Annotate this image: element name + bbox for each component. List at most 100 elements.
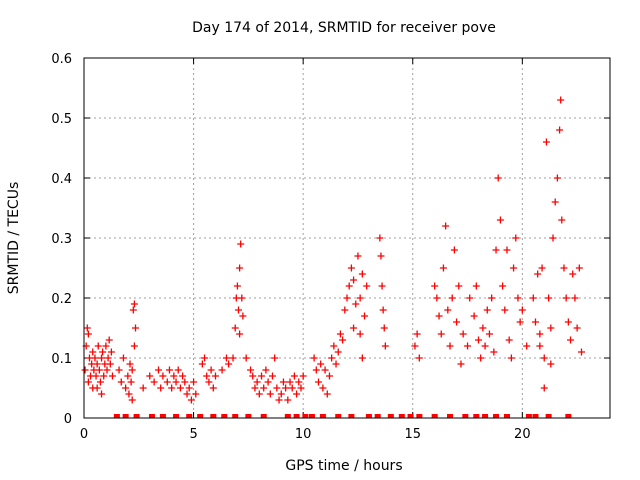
data-point xyxy=(179,372,187,380)
grid-lines xyxy=(84,58,610,418)
zero-point xyxy=(365,414,372,418)
data-point xyxy=(107,348,115,356)
data-point xyxy=(117,378,125,386)
data-point xyxy=(129,306,137,314)
data-point xyxy=(122,384,130,392)
data-point xyxy=(170,372,178,380)
data-point xyxy=(132,324,140,332)
data-point xyxy=(96,378,104,386)
data-point xyxy=(378,282,386,290)
data-point xyxy=(562,294,570,302)
data-point xyxy=(540,354,548,362)
data-point xyxy=(564,318,572,326)
data-point xyxy=(185,384,193,392)
data-point xyxy=(545,294,553,302)
zero-point xyxy=(302,414,309,418)
data-point xyxy=(279,378,287,386)
data-point xyxy=(275,396,283,404)
zero-point xyxy=(462,414,469,418)
data-point xyxy=(163,378,171,386)
data-point xyxy=(236,264,244,272)
data-point xyxy=(575,264,583,272)
zero-point xyxy=(565,414,572,418)
data-point xyxy=(332,360,340,368)
data-point xyxy=(411,342,419,350)
zero-point xyxy=(493,414,500,418)
zero-point xyxy=(416,414,423,418)
data-point xyxy=(556,126,564,134)
plot-frame xyxy=(83,57,611,419)
data-point xyxy=(437,330,445,338)
data-point xyxy=(350,276,358,284)
zero-point xyxy=(245,414,252,418)
data-point xyxy=(119,354,127,362)
data-point xyxy=(115,366,123,374)
data-point xyxy=(126,360,134,368)
data-point xyxy=(325,372,333,380)
data-point xyxy=(558,216,566,224)
y-tick-label: 0.3 xyxy=(51,232,72,247)
zero-point xyxy=(319,414,326,418)
data-point xyxy=(231,324,239,332)
data-point xyxy=(503,246,511,254)
data-point xyxy=(415,354,423,362)
data-point xyxy=(146,372,154,380)
data-point xyxy=(547,360,555,368)
data-point xyxy=(435,312,443,320)
data-point xyxy=(553,174,561,182)
data-point xyxy=(258,372,266,380)
data-point xyxy=(560,264,568,272)
data-point xyxy=(536,330,544,338)
zero-point xyxy=(232,414,239,418)
data-point xyxy=(444,306,452,314)
data-point xyxy=(293,390,301,398)
data-point xyxy=(439,264,447,272)
data-point xyxy=(139,384,147,392)
x-tick-label: 20 xyxy=(514,427,531,442)
data-point xyxy=(343,294,351,302)
zero-point xyxy=(473,414,480,418)
data-point xyxy=(569,270,577,278)
data-point xyxy=(108,372,116,380)
data-point xyxy=(260,384,268,392)
data-point xyxy=(128,366,136,374)
data-point xyxy=(172,378,180,386)
zero-point xyxy=(398,414,405,418)
zero-point xyxy=(186,414,193,418)
data-point xyxy=(297,384,305,392)
data-point xyxy=(413,330,421,338)
data-point xyxy=(94,342,102,350)
data-point xyxy=(218,366,226,374)
data-point xyxy=(242,354,250,362)
data-point xyxy=(505,336,513,344)
data-point xyxy=(354,252,362,260)
data-point xyxy=(83,324,91,332)
data-point xyxy=(205,378,213,386)
data-point xyxy=(501,306,509,314)
zero-point xyxy=(173,414,180,418)
data-point xyxy=(190,378,198,386)
zero-point xyxy=(532,414,539,418)
data-point xyxy=(99,348,107,356)
data-point xyxy=(345,282,353,290)
y-tick-label: 0.1 xyxy=(51,352,72,367)
data-point xyxy=(328,354,336,362)
data-point xyxy=(361,312,369,320)
y-tick-label: 0.6 xyxy=(51,52,72,67)
data-point xyxy=(536,342,544,350)
zero-point xyxy=(293,414,300,418)
data-point xyxy=(130,300,138,308)
data-point xyxy=(290,372,298,380)
data-point xyxy=(334,348,342,356)
zero-point xyxy=(308,414,315,418)
data-point xyxy=(448,294,456,302)
data-point xyxy=(127,378,135,386)
zero-point xyxy=(348,414,355,418)
zero-point xyxy=(374,414,381,418)
y-tick-label: 0.5 xyxy=(51,112,72,127)
y-tick-label: 0 xyxy=(64,412,72,427)
x-tick-label: 0 xyxy=(80,427,88,442)
data-point xyxy=(176,384,184,392)
data-point xyxy=(84,378,92,386)
